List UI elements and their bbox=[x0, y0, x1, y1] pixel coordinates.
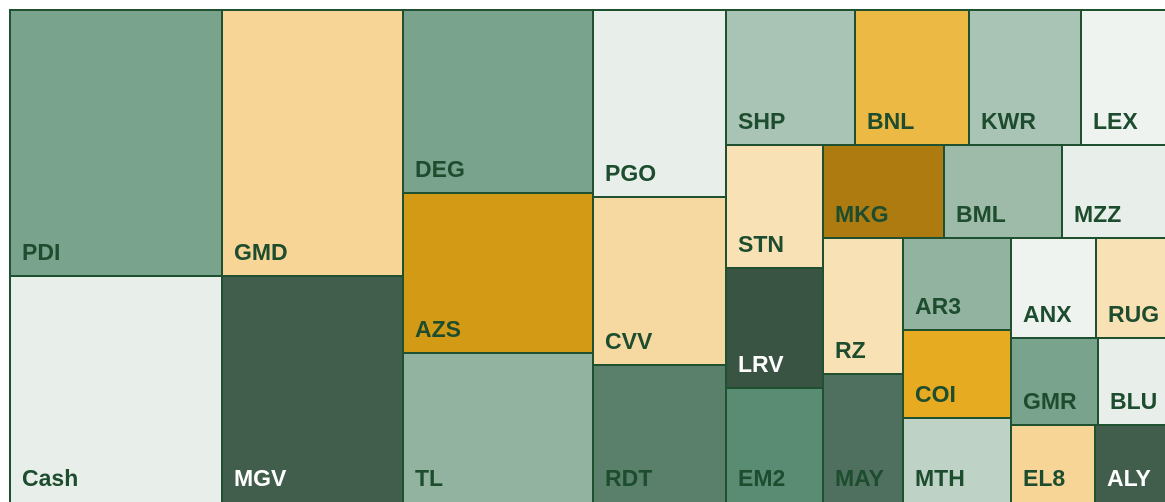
tile-label: DEG bbox=[415, 156, 465, 182]
tile bbox=[822, 144, 945, 239]
tile bbox=[592, 9, 727, 198]
tile bbox=[725, 267, 824, 389]
tile bbox=[943, 144, 1063, 239]
tile bbox=[9, 275, 223, 502]
tile-label: KWR bbox=[981, 108, 1036, 134]
tile-label: LEX bbox=[1093, 108, 1138, 134]
tile bbox=[221, 9, 404, 277]
tile bbox=[592, 364, 727, 502]
tile bbox=[725, 387, 824, 502]
tile-label: PDI bbox=[22, 239, 60, 265]
tile bbox=[402, 9, 594, 194]
tile-label: RDT bbox=[605, 465, 652, 491]
tile bbox=[1097, 337, 1165, 426]
tile bbox=[1061, 144, 1165, 239]
tile bbox=[402, 192, 594, 354]
tile-label: RUG bbox=[1108, 301, 1159, 327]
tile-label: EM2 bbox=[738, 465, 785, 491]
tile-label: BLU bbox=[1110, 388, 1157, 414]
tile bbox=[725, 144, 824, 269]
tile-label: PGO bbox=[605, 160, 656, 186]
tile-label: SHP bbox=[738, 108, 785, 134]
tile-label: BML bbox=[956, 201, 1006, 227]
tile-label: LRV bbox=[738, 351, 784, 377]
tile bbox=[1095, 237, 1165, 339]
tile-label: EL8 bbox=[1023, 465, 1065, 491]
tile bbox=[822, 237, 904, 375]
tile-label: COI bbox=[915, 381, 956, 407]
tile bbox=[221, 275, 404, 502]
tile-label: MTH bbox=[915, 465, 965, 491]
tile bbox=[854, 9, 970, 146]
tile-label: STN bbox=[738, 231, 784, 257]
tile bbox=[968, 9, 1082, 146]
tile bbox=[1080, 9, 1165, 146]
tile-label: GMR bbox=[1023, 388, 1077, 414]
tile-label: MAY bbox=[835, 465, 884, 491]
tile-label: MZZ bbox=[1074, 201, 1121, 227]
tile bbox=[725, 9, 856, 146]
tile-label: RZ bbox=[835, 337, 866, 363]
tile bbox=[1010, 237, 1097, 339]
tile-label: BNL bbox=[867, 108, 914, 134]
tile-label: ANX bbox=[1023, 301, 1072, 327]
tile-label: MKG bbox=[835, 201, 889, 227]
tile bbox=[1010, 424, 1096, 502]
tile-label: MGV bbox=[234, 465, 287, 491]
tile-label: Cash bbox=[22, 465, 78, 491]
tile-label: CVV bbox=[605, 328, 653, 354]
tile-label: AR3 bbox=[915, 293, 961, 319]
tile bbox=[9, 9, 223, 277]
tile-label: TL bbox=[415, 465, 443, 491]
tile-label: ALY bbox=[1107, 465, 1151, 491]
tile bbox=[1094, 424, 1165, 502]
tile bbox=[592, 196, 727, 366]
tile-label: AZS bbox=[415, 316, 461, 342]
tile-label: GMD bbox=[234, 239, 288, 265]
